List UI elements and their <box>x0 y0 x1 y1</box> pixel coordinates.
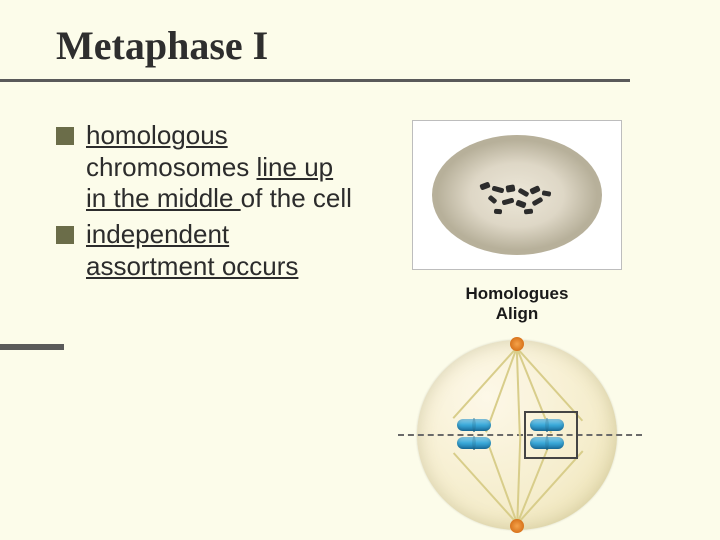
micrograph-chromosome <box>517 188 529 198</box>
micrograph-chromosome <box>505 184 515 192</box>
micrograph-chromosome <box>494 209 502 215</box>
micrograph-chromosome <box>531 197 543 207</box>
highlight-box <box>524 411 578 459</box>
title-block: Metaphase I <box>0 0 720 82</box>
bullet-item: homologous chromosomes line up in the mi… <box>56 120 356 215</box>
figure-caption: Homologues Align <box>466 284 569 323</box>
bullet-list: homologous chromosomes line up in the mi… <box>56 120 356 535</box>
content-row: homologous chromosomes line up in the mi… <box>0 82 720 535</box>
centrosome <box>510 337 524 351</box>
caption-line-1: Homologues <box>466 284 569 303</box>
bullet-marker-icon <box>56 226 74 244</box>
micrograph-chromosome <box>542 190 552 196</box>
centrosome <box>510 519 524 533</box>
bullet-marker-icon <box>56 127 74 145</box>
slide-title: Metaphase I <box>56 22 720 69</box>
left-accent-stripe <box>0 344 64 350</box>
micrograph-chromosome <box>487 195 497 205</box>
micrograph-chromosome <box>515 199 526 208</box>
homologous-pair <box>457 415 497 455</box>
micrograph-frame <box>412 120 622 270</box>
micrograph-chromosome <box>529 185 541 195</box>
bullet-text: homologous chromosomes line up in the mi… <box>86 120 356 215</box>
micrograph-chromosome <box>524 209 533 215</box>
micrograph-image <box>432 135 602 255</box>
bullet-text: independent assortment occurs <box>86 219 356 282</box>
micrograph-chromosome <box>502 198 515 206</box>
micrograph-chromosome <box>492 186 505 194</box>
figure-column: Homologues Align <box>392 120 642 535</box>
cell-diagram <box>412 335 622 535</box>
chromatid <box>457 437 491 449</box>
chromatid <box>457 419 491 431</box>
bullet-item: independent assortment occurs <box>56 219 356 282</box>
caption-line-2: Align <box>496 304 539 323</box>
micrograph-chromosome <box>479 181 490 190</box>
